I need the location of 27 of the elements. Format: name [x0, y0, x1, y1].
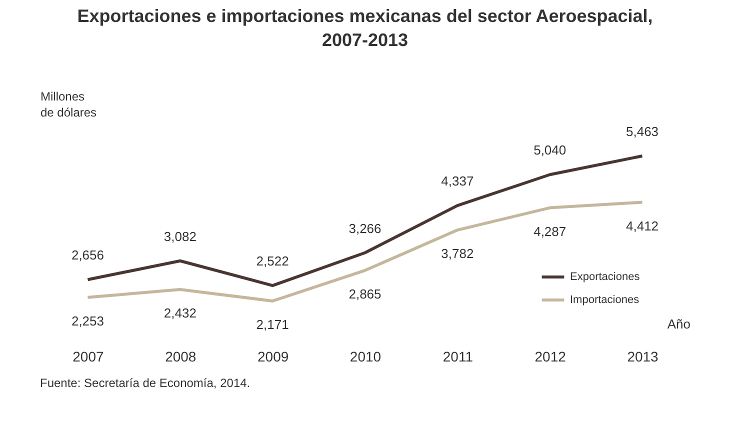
x-tick-label: 2007	[72, 348, 104, 364]
x-tick-label: 2012	[534, 348, 566, 364]
legend-label: Exportaciones	[570, 271, 640, 283]
data-label: 4,337	[441, 174, 474, 189]
data-label: 3,782	[441, 246, 474, 262]
data-label: 4,412	[626, 218, 659, 234]
chart-title: Exportaciones e importaciones mexicanas del sector Aeroespacial, 2007-2013	[77, 6, 653, 50]
data-label: 4,287	[534, 224, 566, 239]
x-axis-title: Año	[667, 316, 690, 332]
data-label: 2,253	[71, 313, 104, 328]
source-note: Fuente: Secretaría de Economía, 2014.	[40, 376, 250, 390]
data-label: 2,656	[71, 248, 104, 263]
legend-label: Importaciones	[570, 294, 640, 306]
x-tick-label: 2008	[165, 348, 196, 364]
data-label: 5,040	[534, 142, 566, 158]
data-label: 2,865	[348, 286, 382, 302]
data-label: 2,522	[256, 254, 289, 269]
y-axis-title: Millones de dólares	[40, 90, 97, 120]
data-label: 3,266	[348, 220, 382, 236]
x-tick-label: 2011	[442, 348, 474, 364]
x-tick-label: 2013	[627, 348, 659, 364]
data-label: 2,171	[256, 317, 289, 332]
data-label: 2,432	[164, 306, 196, 321]
data-label: 5,463	[626, 124, 659, 139]
x-tick-label: 2009	[258, 348, 289, 364]
x-tick-label: 2010	[350, 348, 382, 364]
data-label: 3,082	[164, 228, 196, 244]
